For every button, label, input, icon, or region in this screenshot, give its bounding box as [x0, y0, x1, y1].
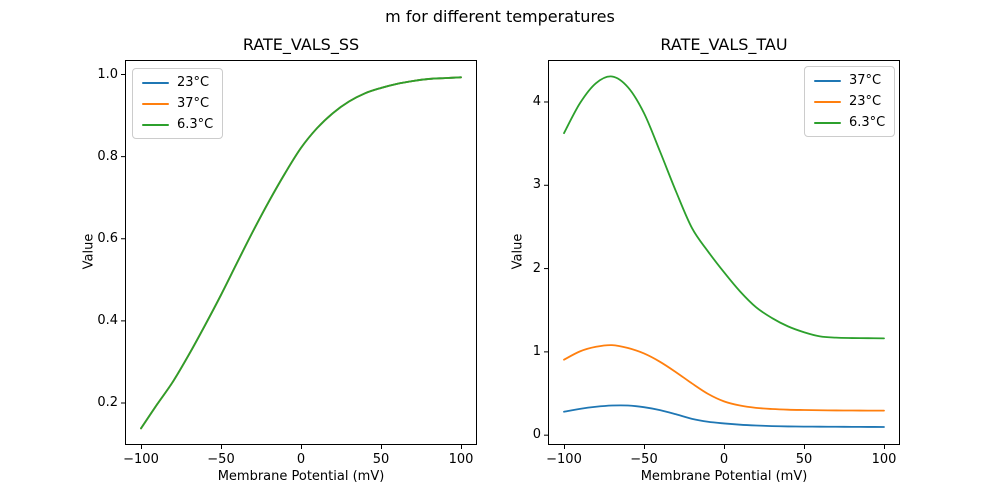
x-tick-label: 0 [719, 452, 729, 467]
legend-item: 23°C [814, 92, 885, 111]
x-tick-label: −50 [207, 452, 235, 467]
x-tick-label: −100 [123, 452, 159, 467]
series-line-23°C [563, 344, 885, 412]
legend-line-sample [814, 79, 841, 82]
legend-item-label: 37°C [849, 72, 882, 88]
x-tick-label: 50 [795, 452, 813, 467]
legend-line-sample [814, 121, 841, 124]
x-tick-label: −100 [546, 452, 582, 467]
x-tick-label: 0 [296, 452, 306, 467]
legend-line-sample [142, 123, 169, 126]
subplot-ss-title: RATE_VALS_SS [242, 35, 360, 54]
legend-item-label: 23°C [177, 74, 210, 90]
y-tick-label: 0.8 [97, 148, 118, 164]
legend-item: 6.3°C [814, 113, 885, 132]
legend-line-sample [142, 102, 169, 105]
y-tick-label: 4 [532, 93, 541, 109]
x-tick-label: 100 [448, 452, 474, 467]
legend-item-label: 37°C [177, 95, 210, 111]
legend-item: 23°C [142, 73, 213, 92]
legend-line-sample [814, 100, 841, 103]
x-axis-label-ss: Membrane Potential (mV) [217, 469, 385, 484]
legend-tau: 37°C 23°C 6.3°C [804, 66, 896, 137]
legend-item-label: 6.3°C [177, 116, 214, 132]
y-axis-label-tau: Value [510, 233, 526, 270]
y-tick-label: 2 [532, 260, 541, 276]
y-tick-label: 0.6 [97, 230, 118, 246]
y-axis-label-ss: Value [81, 233, 97, 270]
plot-frame [125, 60, 477, 445]
x-axis-label-tau: Membrane Potential (mV) [640, 469, 808, 484]
legend-item-label: 23°C [849, 93, 882, 109]
y-tick-label: 0 [532, 427, 541, 443]
series-line-37°C [563, 404, 885, 428]
y-tick-label: 0.2 [97, 395, 118, 410]
x-tick-label: −50 [630, 452, 658, 467]
legend-item: 37°C [142, 94, 213, 113]
series-line-6.3°C [563, 75, 885, 340]
x-tick-label: 50 [372, 452, 390, 467]
x-tick-label: 100 [871, 452, 897, 467]
y-tick-label: 3 [532, 177, 541, 193]
figure-title: m for different temperatures [385, 7, 615, 26]
plot-frame [548, 60, 900, 445]
legend-item-label: 6.3°C [849, 114, 886, 130]
y-tick-label: 1.0 [97, 66, 118, 82]
legend-line-sample [142, 81, 169, 84]
series-line-6.3°C [140, 76, 462, 430]
y-tick-label: 1 [532, 343, 541, 359]
legend-item: 6.3°C [142, 115, 213, 134]
y-tick-label: 0.4 [97, 312, 118, 328]
legend-ss: 23°C 37°C 6.3°C [132, 68, 224, 139]
subplot-tau-title: RATE_VALS_TAU [660, 35, 788, 54]
legend-item: 37°C [814, 71, 885, 90]
